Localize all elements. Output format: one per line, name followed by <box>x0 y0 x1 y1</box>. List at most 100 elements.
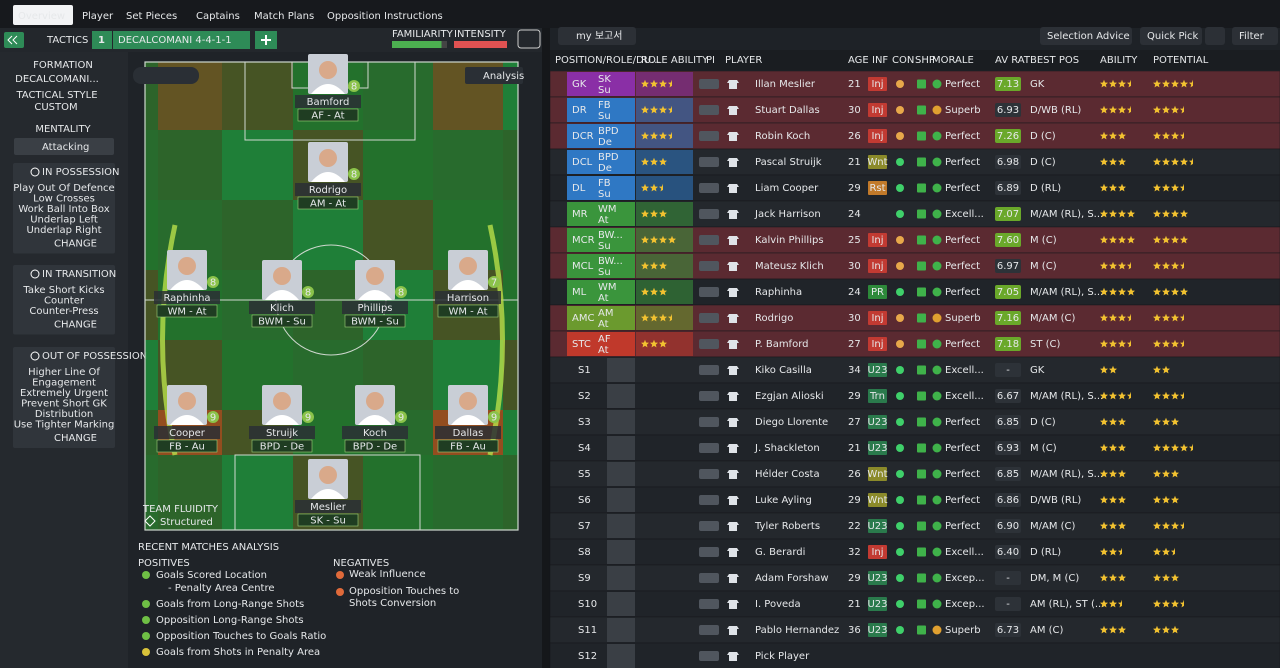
duty: Su <box>598 111 611 122</box>
star <box>1100 547 1108 556</box>
star-rating <box>1100 521 1126 530</box>
player-card[interactable]: Meslier SK - Su <box>295 459 361 527</box>
position-cell <box>607 566 635 590</box>
star <box>1153 625 1161 634</box>
player-name[interactable]: Pablo Hernandez <box>755 625 839 636</box>
player-name[interactable]: Robin Koch <box>755 131 810 142</box>
av-rating: 7.60 <box>997 235 1019 246</box>
avrat-badge <box>995 623 1021 637</box>
player-card[interactable]: Raphinha WM - At 8 <box>154 250 220 318</box>
tab[interactable]: Overview <box>18 11 65 22</box>
portrait-shirt <box>358 290 392 300</box>
inf-label: Inj <box>871 261 883 272</box>
player-card[interactable]: Struijk BPD - De 9 <box>249 385 315 453</box>
pi-icon <box>699 157 719 167</box>
sharpness-icon <box>917 573 926 583</box>
player-name[interactable]: Raphinha <box>755 287 802 298</box>
star <box>1118 261 1126 270</box>
player-card[interactable]: Harrison WM - At 7 <box>435 250 501 318</box>
player-name[interactable]: Jack Harrison <box>754 209 821 220</box>
player-card[interactable]: Bamford AF - At 8 <box>295 54 361 122</box>
player-name[interactable]: Luke Ayling <box>755 495 812 506</box>
familiarity-bar <box>392 41 442 48</box>
avrat-badge <box>995 519 1021 533</box>
panel-title: OUT OF POSSESSION <box>42 351 147 362</box>
star <box>650 287 658 296</box>
star <box>1153 313 1161 322</box>
player-name[interactable]: Pick Player <box>755 651 810 662</box>
position: DCR <box>572 131 594 142</box>
player-card[interactable]: Dallas FB - Au 9 <box>435 385 501 453</box>
tab[interactable]: Player <box>82 11 114 22</box>
position-cell <box>567 150 635 174</box>
duty: At <box>598 319 609 330</box>
portrait-shirt <box>451 280 485 290</box>
star <box>1100 469 1108 478</box>
position-cell <box>567 124 635 148</box>
avrat-badge <box>995 285 1021 299</box>
player-name[interactable]: G. Berardi <box>755 547 805 558</box>
mentality-label: MENTALITY <box>35 124 91 135</box>
portrait-shirt <box>451 415 485 425</box>
condition-icon <box>896 236 904 244</box>
star <box>1153 79 1161 88</box>
tab[interactable]: Opposition Instructions <box>327 11 443 22</box>
tab[interactable]: Set Pieces <box>126 11 177 22</box>
inf-label: U23 <box>867 443 887 454</box>
player-name[interactable]: Kiko Casilla <box>755 365 812 376</box>
change-button[interactable]: CHANGE <box>54 433 97 444</box>
player-name[interactable]: P. Bamford <box>755 339 808 350</box>
condition-value: 8 <box>398 288 404 299</box>
player-card[interactable]: Phillips BWM - Su 8 <box>342 260 408 328</box>
star <box>1100 105 1108 114</box>
player-card[interactable]: Rodrigo AM - At 8 <box>295 142 361 210</box>
sharpness-icon <box>917 599 926 609</box>
best-position: AM (C) <box>1030 625 1064 636</box>
morale: Perfect <box>945 131 980 142</box>
inf-badge <box>868 285 887 299</box>
player-name[interactable]: Illan Meslier <box>755 79 816 90</box>
player-name[interactable]: Mateusz Klich <box>755 261 824 272</box>
shirt-icon <box>727 366 739 375</box>
player-name[interactable]: Pascal Struijk <box>755 157 822 168</box>
star <box>1153 183 1161 192</box>
shirt-icon <box>727 236 739 245</box>
age: 29 <box>848 495 861 506</box>
morale: Superb <box>945 625 981 636</box>
player-name[interactable]: Rodrigo <box>755 313 793 324</box>
portrait-head <box>178 257 196 275</box>
star <box>1118 443 1126 452</box>
tab[interactable]: Captains <box>196 11 240 22</box>
player-name[interactable]: Stuart Dallas <box>755 105 820 116</box>
star <box>650 261 658 270</box>
player-name[interactable]: Tyler Roberts <box>754 521 820 532</box>
pitch-zone <box>503 130 518 200</box>
player-name[interactable]: I. Poveda <box>755 599 801 610</box>
player-card[interactable]: Koch BPD - De 9 <box>342 385 408 453</box>
change-button[interactable]: CHANGE <box>54 239 97 250</box>
player-name[interactable]: Hélder Costa <box>755 468 820 480</box>
table-row <box>549 460 1280 488</box>
av-rating: 7.07 <box>997 209 1019 220</box>
pitch-zone <box>363 130 433 200</box>
star <box>659 235 667 244</box>
sharpness-icon <box>917 495 926 505</box>
star-rating <box>1100 209 1135 218</box>
player-name[interactable]: Diego Llorente <box>755 417 828 428</box>
star <box>1109 79 1117 88</box>
player-name[interactable]: Liam Cooper <box>755 183 819 194</box>
player-card[interactable]: Cooper FB - Au 9 <box>154 385 220 453</box>
change-button[interactable]: CHANGE <box>54 320 97 331</box>
star <box>1100 417 1108 426</box>
column-header: ROLE ABILITY <box>641 55 709 66</box>
inf-badge <box>868 181 887 195</box>
player-name[interactable]: J. Shackleton <box>754 443 820 454</box>
player-name[interactable]: Kalvin Phillips <box>755 235 824 246</box>
formation-label: FORMATION <box>33 60 93 71</box>
player-name[interactable]: Ezgjan Alioski <box>755 391 824 402</box>
player-card[interactable]: Klich BWM - Su 8 <box>249 260 315 328</box>
tab[interactable]: Match Plans <box>254 11 314 22</box>
inf-label: Inj <box>871 105 883 116</box>
player-name[interactable]: Adam Forshaw <box>755 573 829 584</box>
role: BPD <box>598 152 619 163</box>
